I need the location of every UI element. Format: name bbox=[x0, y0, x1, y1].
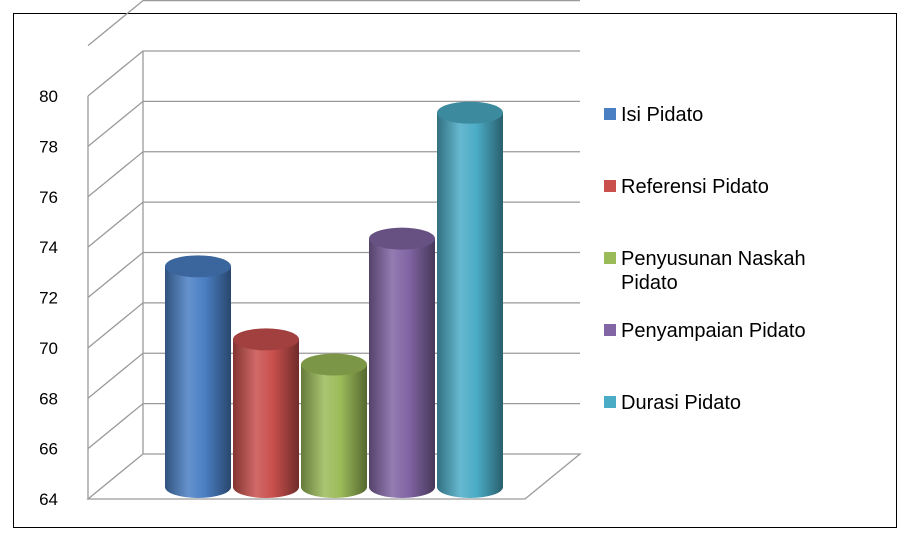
bar-body bbox=[369, 238, 435, 498]
bar-top bbox=[233, 328, 299, 351]
floor bbox=[86, 453, 582, 500]
legend-swatch bbox=[604, 396, 616, 408]
legend-entry: Durasi Pidato bbox=[604, 392, 741, 414]
legend-label: Penyampaian Pidato bbox=[621, 320, 806, 342]
y-tick-label: 64 bbox=[39, 490, 58, 509]
bar-top bbox=[301, 353, 367, 376]
gridline bbox=[87, 0, 580, 47]
bar-top bbox=[165, 255, 231, 278]
bar bbox=[301, 353, 367, 498]
y-tick-label: 76 bbox=[39, 188, 58, 207]
y-tick-label: 70 bbox=[39, 339, 58, 358]
legend: Isi Pidato Referensi Pidato Penyusunan Nas… bbox=[604, 104, 806, 414]
y-tick-label: 72 bbox=[39, 289, 58, 308]
gridline bbox=[87, 251, 580, 299]
gridline bbox=[87, 201, 580, 248]
legend-entry: Penyampaian Pidato bbox=[604, 320, 806, 342]
bars bbox=[165, 101, 503, 498]
legend-entry: Isi Pidato bbox=[604, 104, 703, 126]
bar-top bbox=[437, 101, 503, 124]
bar bbox=[165, 255, 231, 498]
legend-label: Durasi Pidato bbox=[621, 392, 741, 414]
bar-body bbox=[437, 112, 503, 498]
y-tick-label: 74 bbox=[39, 238, 58, 257]
gridline bbox=[87, 151, 580, 198]
legend-swatch bbox=[604, 324, 616, 336]
bar-body bbox=[165, 266, 231, 498]
bar-body bbox=[233, 339, 299, 498]
y-axis: 64 66 68 70 72 74 76 78 80 bbox=[39, 87, 58, 509]
bar bbox=[233, 328, 299, 498]
y-tick-label: 66 bbox=[39, 440, 58, 459]
bar-body bbox=[301, 364, 367, 498]
gridline bbox=[87, 302, 580, 349]
legend-label: Referensi Pidato bbox=[621, 176, 769, 198]
bar bbox=[437, 101, 503, 498]
gridline bbox=[87, 100, 580, 147]
legend-entry: Penyusunan Naskah Pidato bbox=[604, 248, 806, 294]
y-tick-label: 68 bbox=[39, 389, 58, 408]
legend-swatch bbox=[604, 108, 616, 120]
bar-top bbox=[369, 227, 435, 250]
y-tick-label: 78 bbox=[39, 137, 58, 156]
gridline bbox=[87, 50, 580, 97]
legend-swatch bbox=[604, 180, 616, 192]
legend-label: Penyusunan Naskah Pidato bbox=[621, 248, 806, 294]
y-tick-label: 80 bbox=[39, 87, 58, 106]
legend-swatch bbox=[604, 252, 616, 264]
legend-label: Isi Pidato bbox=[621, 104, 703, 126]
bar bbox=[369, 227, 435, 498]
legend-entry: Referensi Pidato bbox=[604, 176, 769, 198]
